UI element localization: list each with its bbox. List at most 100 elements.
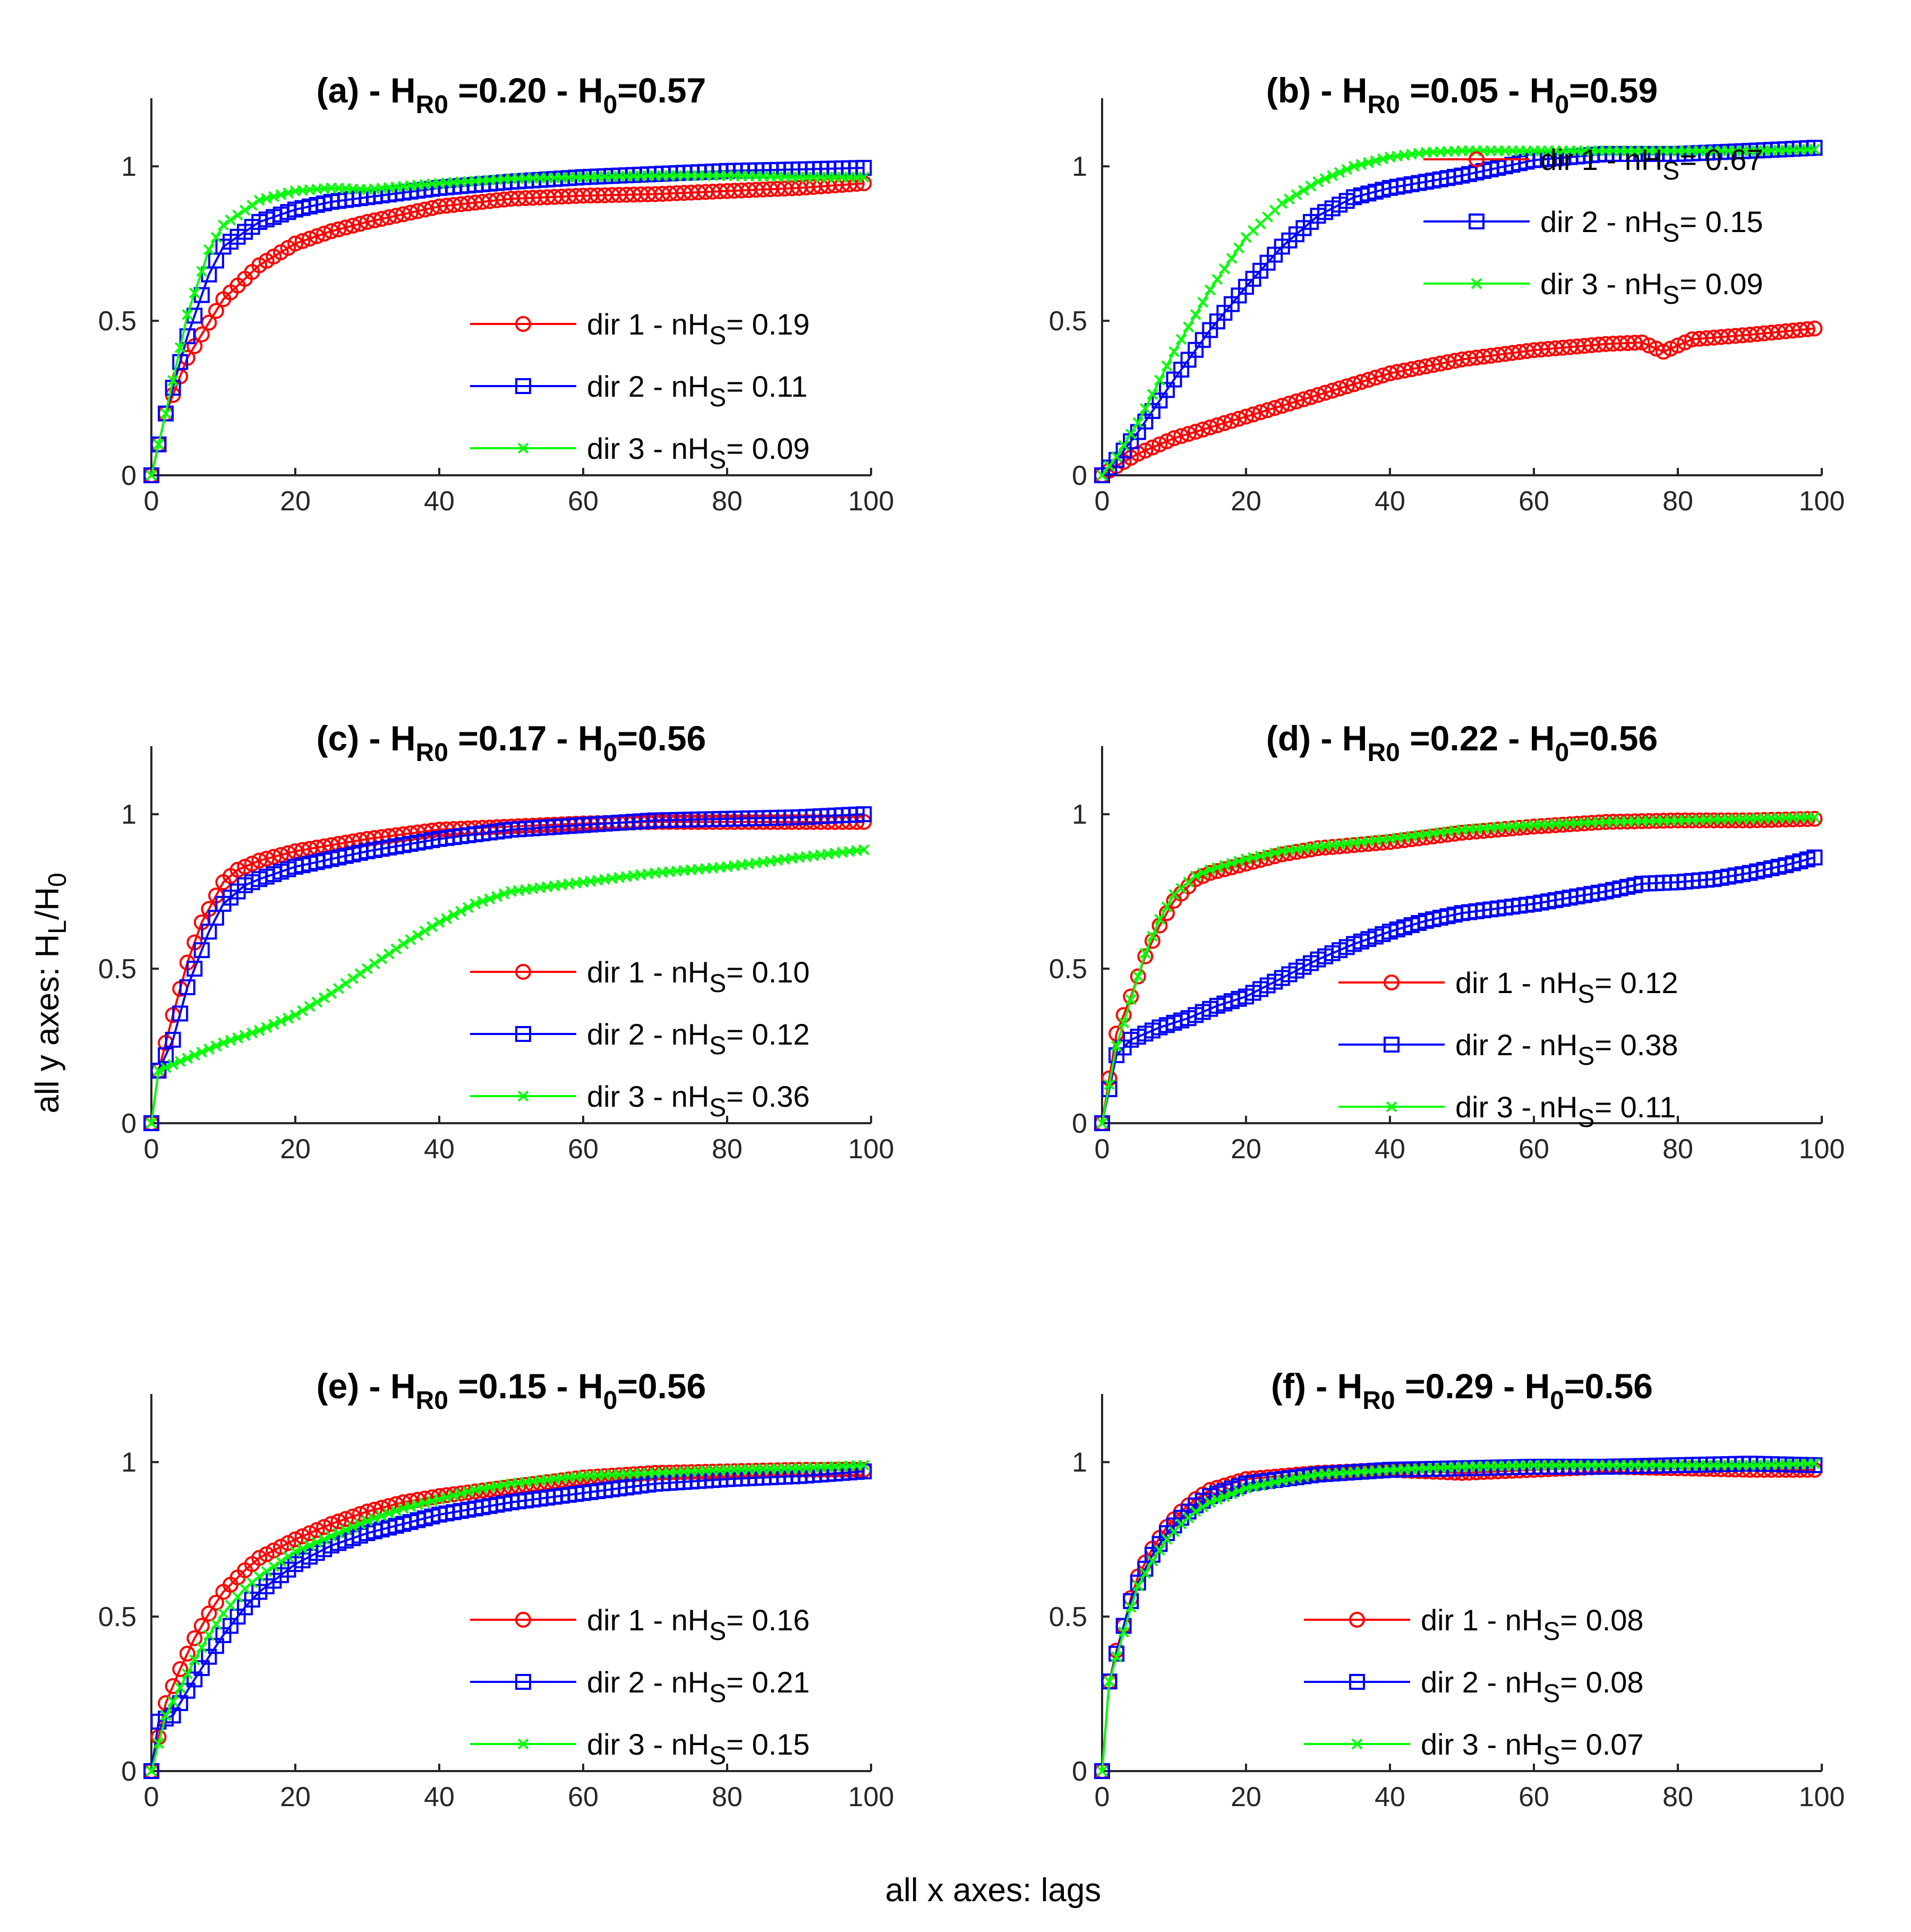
data-point-marker (1197, 296, 1209, 308)
data-point-marker (1118, 1017, 1130, 1029)
legend-entry: dir 1 - nHS= 0.12 (1338, 966, 1678, 1008)
legend-label: dir 3 - nHS= 0.09 (1540, 267, 1763, 310)
data-point-marker (218, 219, 229, 231)
data-point-marker (856, 160, 872, 176)
data-point-marker (1226, 1488, 1238, 1500)
data-point-marker (1259, 402, 1276, 418)
data-point-marker (179, 328, 195, 345)
title-title-sub2: 0 (1550, 1387, 1564, 1415)
data-point-marker (1096, 1765, 1108, 1777)
subplot-title: (b) - HR0 =0.05 - H0=0.59 (1266, 71, 1658, 119)
legend-label-prefix: dir 3 - nH (587, 1080, 709, 1113)
data-point-marker (856, 806, 872, 823)
legend-label: dir 2 - nHS= 0.12 (587, 1018, 810, 1060)
data-point-marker (253, 1025, 265, 1036)
data-point-marker (1218, 1491, 1230, 1502)
data-point-marker (158, 405, 174, 422)
data-point-marker (416, 201, 433, 218)
series-dir-1 (143, 175, 872, 483)
legend: dir 1 - nHS= 0.19 dir 2 - nHS= 0.11 dir 3 … (470, 307, 810, 474)
legend-marker (1384, 974, 1400, 990)
data-point-marker (1346, 376, 1362, 392)
data-point-marker (352, 1506, 368, 1522)
legend-label: dir 3 - nHS= 0.15 (587, 1728, 810, 1770)
data-point-marker (302, 1525, 318, 1541)
legend-entry: dir 2 - nHS= 0.08 (1304, 1665, 1644, 1708)
y-label-sub-0: 0 (44, 873, 72, 887)
data-point-marker (1302, 389, 1319, 405)
x-tick-label: 100 (848, 486, 894, 517)
legend-marker (1349, 1612, 1365, 1628)
data-point-marker (433, 917, 445, 928)
title-title-prefix: (a) - H (317, 71, 416, 110)
y-label-sub-l: L (44, 920, 72, 934)
data-point-marker (261, 1022, 272, 1033)
legend-label-prefix: dir 2 - nH (1455, 1028, 1577, 1062)
x-tick-label: 60 (568, 1782, 599, 1813)
data-point-marker (1806, 320, 1823, 337)
series-dir-3 (1096, 811, 1820, 1129)
x-tick-label: 80 (712, 1134, 743, 1165)
y-tick-label: 0 (1072, 1108, 1087, 1139)
data-point-marker (484, 893, 496, 905)
title-title-sub2: 0 (603, 91, 618, 119)
legend-entry: dir 1 - nHS= 0.67 (1423, 143, 1763, 185)
data-point-marker (330, 1513, 347, 1529)
data-point-marker (158, 1047, 174, 1063)
legend-label: dir 2 - nHS= 0.11 (587, 370, 807, 412)
series-line (150, 849, 864, 1124)
data-point-marker (196, 1046, 208, 1058)
data-point-marker (218, 1037, 229, 1049)
data-point-marker (179, 979, 195, 995)
data-point-marker (246, 200, 258, 211)
legend-label-sub: S (1662, 157, 1679, 185)
data-point-marker (167, 1696, 179, 1707)
data-point-marker (390, 943, 402, 955)
data-point-marker (1332, 380, 1348, 397)
x-tick-label: 80 (1662, 1134, 1693, 1165)
data-point-marker (1096, 1117, 1108, 1129)
data-point-marker (448, 909, 459, 921)
title-title-mid: =0.15 - H (448, 1366, 603, 1406)
series-dir-3 (1096, 1458, 1820, 1777)
data-point-marker (1202, 419, 1218, 435)
data-point-marker (1238, 856, 1254, 872)
y-tick-label: 0 (1072, 460, 1087, 491)
series-dir-3 (146, 1459, 869, 1777)
data-point-marker (174, 342, 186, 353)
legend-label-value: = 0.12 (726, 1018, 809, 1051)
data-point-marker (165, 1031, 181, 1048)
legend-label-prefix: dir 1 - nH (1540, 143, 1662, 176)
data-point-marker (1809, 143, 1820, 155)
data-point-marker (1334, 167, 1345, 178)
y-tick-label: 0.5 (98, 954, 136, 985)
data-point-marker (153, 1065, 164, 1076)
data-point-marker (1173, 428, 1190, 444)
legend-marker (1386, 1101, 1397, 1113)
subplot-c: (c) - HR0 =0.17 - H0=0.560 20 40 60 80 10000.… (98, 719, 894, 1165)
x-tick-label: 60 (568, 486, 599, 517)
data-point-marker (189, 287, 200, 299)
data-point-marker (268, 1019, 279, 1030)
subplot-d: (d) - HR0 =0.22 - H0=0.560 20 40 60 80 10000.… (1049, 719, 1845, 1165)
data-point-marker (239, 1030, 251, 1041)
data-point-marker (244, 856, 260, 872)
data-point-marker (1147, 389, 1158, 400)
x-tick-label: 100 (1799, 1782, 1845, 1813)
data-point-marker (153, 439, 164, 450)
data-point-marker (858, 1459, 869, 1471)
data-point-marker (323, 223, 339, 240)
y-tick-label: 0.5 (98, 306, 136, 337)
data-point-marker (258, 850, 275, 867)
legend-label: dir 1 - nHS= 0.19 (587, 307, 810, 350)
data-point-marker (1425, 357, 1441, 373)
title-title-mid: =0.17 - H (448, 719, 603, 758)
data-point-marker (426, 921, 438, 933)
data-point-marker (1104, 460, 1115, 472)
legend-label-sub: S (709, 1032, 726, 1060)
data-point-marker (1204, 284, 1216, 296)
legend-label: dir 3 - nHS= 0.09 (587, 432, 810, 474)
subplot-title: (f) - HR0 =0.29 - H0=0.56 (1271, 1366, 1653, 1415)
x-tick-label: 20 (280, 486, 311, 517)
